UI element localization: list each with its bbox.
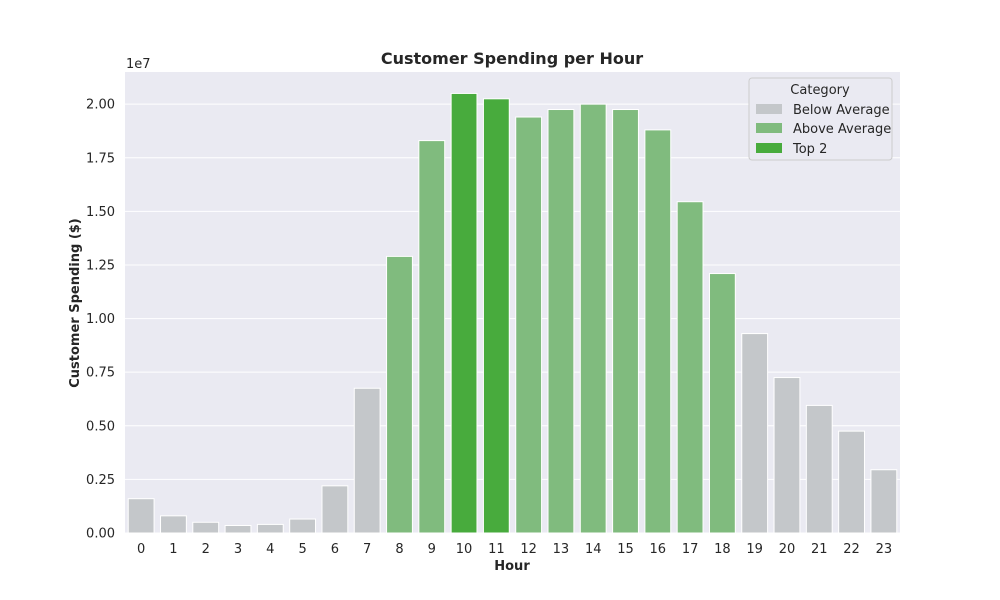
bar-hour-16 bbox=[644, 129, 672, 534]
x-tick-label: 21 bbox=[811, 542, 828, 557]
bar-hour-13 bbox=[547, 109, 575, 534]
x-tick-label: 19 bbox=[746, 542, 763, 557]
y-axis-title: Customer Spending ($) bbox=[68, 218, 83, 388]
x-tick-label: 16 bbox=[650, 542, 667, 557]
x-tick-label: 9 bbox=[428, 542, 436, 557]
legend-swatch-above-average bbox=[756, 123, 782, 133]
x-tick-label: 23 bbox=[876, 542, 893, 557]
bar-hour-19 bbox=[741, 333, 769, 534]
x-tick-label: 15 bbox=[617, 542, 634, 557]
bar-hour-9 bbox=[418, 140, 446, 534]
x-tick-labels: 0 1 2 3 4 5 6 7 8 9 10 11 12 13 14 15 16 17 18 19 20 21 22 23 bbox=[137, 542, 892, 557]
legend-swatch-below-average bbox=[756, 104, 782, 114]
bar-hour-1 bbox=[160, 515, 187, 534]
x-tick-label: 17 bbox=[682, 542, 699, 557]
y-tick-label: 0.00 bbox=[86, 527, 115, 542]
y-tick-labels: 0.00 0.25 0.50 0.75 1.00 1.25 1.50 1.75 2.00 bbox=[86, 98, 115, 542]
x-tick-label: 14 bbox=[585, 542, 602, 557]
y-tick-label: 0.75 bbox=[86, 366, 115, 381]
y-tick-label: 1.50 bbox=[86, 205, 115, 220]
bar-hour-11 bbox=[482, 98, 510, 534]
bar-hour-14 bbox=[579, 103, 607, 534]
bar-hour-8 bbox=[386, 255, 413, 534]
x-tick-label: 4 bbox=[266, 542, 274, 557]
legend-label-top-2: Top 2 bbox=[792, 142, 827, 157]
x-tick-label: 5 bbox=[298, 542, 306, 557]
y-tick-label: 2.00 bbox=[86, 98, 115, 113]
bar-hour-0 bbox=[127, 498, 155, 534]
bar-hour-21 bbox=[805, 404, 833, 534]
legend: Category Below Average Above Average Top… bbox=[748, 77, 893, 161]
x-tick-label: 0 bbox=[137, 542, 145, 557]
bar-hour-23 bbox=[870, 469, 898, 534]
y-tick-label: 1.25 bbox=[86, 258, 115, 273]
x-tick-label: 18 bbox=[714, 542, 731, 557]
x-tick-label: 7 bbox=[363, 542, 371, 557]
chart-title: Customer Spending per Hour bbox=[381, 49, 643, 68]
bar-hour-18 bbox=[708, 273, 736, 534]
bar-hour-7 bbox=[353, 387, 381, 534]
x-tick-label: 22 bbox=[843, 542, 860, 557]
bar-hour-20 bbox=[773, 377, 801, 534]
bar-hour-6 bbox=[321, 485, 349, 534]
y-tick-label: 0.50 bbox=[86, 419, 115, 434]
x-tick-label: 2 bbox=[202, 542, 210, 557]
legend-label-below-average: Below Average bbox=[793, 103, 890, 118]
y-tick-label: 1.75 bbox=[86, 151, 115, 166]
legend-box bbox=[748, 77, 893, 161]
bar-hour-3 bbox=[224, 524, 252, 534]
legend-swatch-top-2 bbox=[756, 143, 782, 153]
x-axis-title: Hour bbox=[494, 559, 530, 574]
bar-hour-4 bbox=[256, 523, 284, 534]
x-tick-label: 11 bbox=[488, 542, 505, 557]
grid-lines bbox=[125, 103, 900, 534]
bars bbox=[127, 92, 898, 534]
bar-hour-15 bbox=[612, 109, 639, 534]
bar-hour-12 bbox=[515, 116, 543, 534]
legend-label-above-average: Above Average bbox=[793, 122, 891, 137]
legend-title: Category bbox=[790, 83, 850, 98]
x-tick-label: 8 bbox=[395, 542, 403, 557]
x-tick-label: 10 bbox=[456, 542, 473, 557]
y-tick-label: 1.00 bbox=[86, 312, 115, 327]
y-tick-label: 0.25 bbox=[86, 473, 115, 488]
bar-hour-17 bbox=[676, 201, 704, 534]
bar-hour-2 bbox=[192, 521, 220, 534]
x-tick-label: 13 bbox=[553, 542, 570, 557]
x-tick-label: 20 bbox=[779, 542, 796, 557]
bar-hour-5 bbox=[289, 518, 317, 534]
y-scale-label: 1e7 bbox=[126, 57, 151, 72]
x-tick-label: 3 bbox=[234, 542, 242, 557]
x-tick-label: 12 bbox=[520, 542, 537, 557]
bar-hour-10 bbox=[450, 92, 478, 534]
bar-hour-22 bbox=[838, 430, 865, 534]
x-tick-label: 1 bbox=[169, 542, 177, 557]
x-tick-label: 6 bbox=[331, 542, 339, 557]
